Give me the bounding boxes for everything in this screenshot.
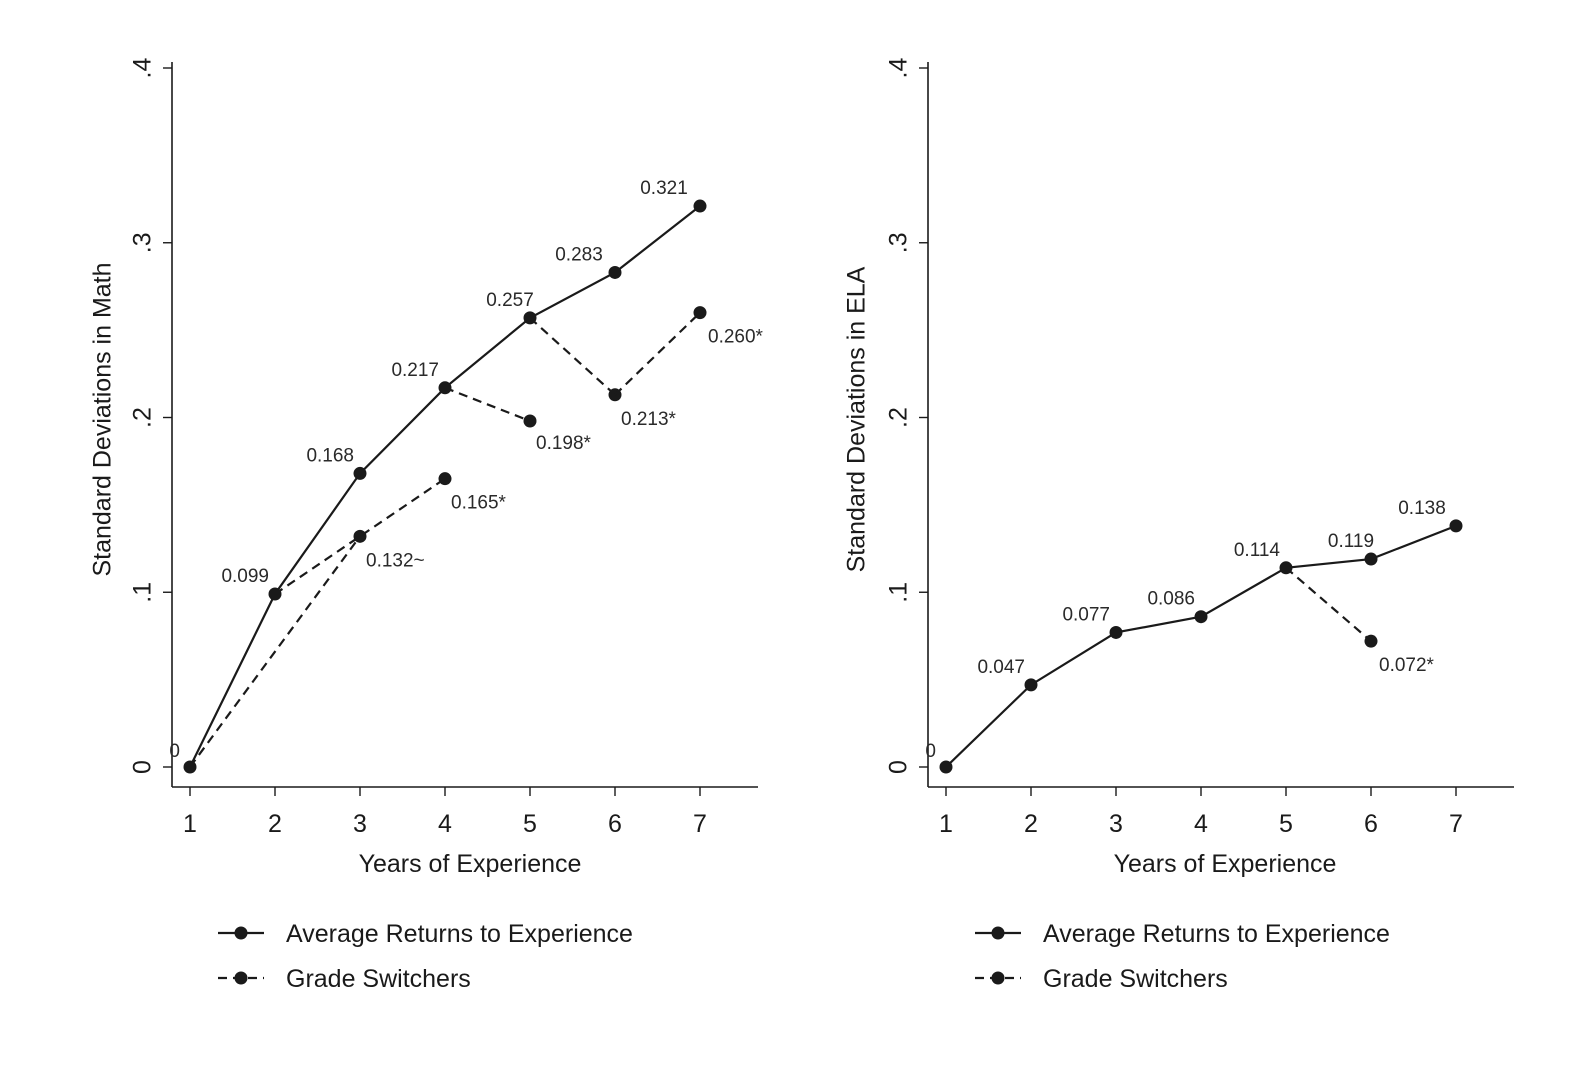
grade-switchers-data-label: 0.260* [708,327,764,348]
x-axis-title: Years of Experience [1114,850,1337,878]
y-axis-title: Standard Deviations in ELA [843,266,871,572]
legend-average-label: Average Returns to Experience [286,920,633,948]
average-returns-point [1109,625,1123,639]
grade-switchers-segment [274,477,446,595]
average-returns-data-label: 0.283 [555,244,603,265]
y-tick-label: .4 [885,57,913,78]
x-tick-label: 2 [1024,810,1038,838]
average-returns-point [1279,561,1293,575]
average-returns-data-label: 0.047 [977,657,1025,678]
grade-switchers-segment [189,535,361,768]
average-returns-point [1364,552,1378,566]
x-tick-label: 3 [1109,810,1123,838]
y-tick-label: .1 [885,582,913,603]
grade-switchers-data-label: 0.132~ [366,550,425,571]
grade-switchers-data-label: 0.198* [536,433,592,454]
x-tick-label: 7 [693,810,707,838]
average-returns-line [945,524,1457,768]
average-returns-data-label: 0 [169,741,180,762]
average-returns-point [268,587,282,601]
grade-switchers-segment [1285,566,1372,643]
x-tick-label: 2 [268,810,282,838]
average-returns-data-label: 0.217 [391,360,439,381]
x-axis-title: Years of Experience [359,850,582,878]
y-tick-label: .3 [885,232,913,253]
average-returns-data-label: 0.168 [306,445,354,466]
average-returns-data-label: 0.257 [486,290,534,311]
legend-switchers-label: Grade Switchers [1043,965,1228,993]
average-returns-point [438,381,452,395]
y-tick-label: 0 [129,760,157,774]
grade-switchers-point [438,472,452,486]
legend-switchers-marker [234,971,248,985]
average-returns-data-label: 0.114 [1234,540,1281,561]
average-returns-point [693,199,707,213]
x-tick-label: 6 [1364,810,1378,838]
average-returns-data-label: 0.099 [221,566,269,587]
x-tick-label: 3 [353,810,367,838]
grade-switchers-data-label: 0.213* [621,409,677,430]
grade-switchers-point [523,414,537,428]
y-tick-label: 0 [885,760,913,774]
legend-average-marker [991,926,1005,940]
average-returns-line [189,205,701,768]
legend-average-marker [234,926,248,940]
average-returns-point [939,760,953,774]
average-returns-point [183,760,197,774]
grade-switchers-point [353,529,367,543]
average-returns-data-label: 0.077 [1062,604,1110,625]
x-tick-label: 1 [183,810,197,838]
y-tick-label: .2 [129,407,157,428]
average-returns-data-label: 0.138 [1398,498,1446,519]
grade-switchers-segment [444,386,531,423]
average-returns-data-label: 0 [925,741,936,762]
average-returns-data-label: 0.086 [1147,589,1195,610]
y-axis-title: Standard Deviations in Math [89,262,117,576]
grade-switchers-segment [614,311,701,396]
average-returns-point [523,311,537,325]
grade-switchers-point [1364,634,1378,648]
average-returns-point [353,466,367,480]
ela-panel: 0 .1 .2 .3 .4 1 2 3 4 5 6 7 Standard Deviations in E… [843,57,1514,993]
x-tick-label: 7 [1449,810,1463,838]
x-tick-label: 5 [1279,810,1293,838]
grade-switchers-data-label: 0.072* [1379,655,1435,676]
average-returns-point [1449,519,1463,533]
legend-switchers-marker [991,971,1005,985]
grade-switchers-segment [529,317,616,396]
legend-switchers-label: Grade Switchers [286,965,471,993]
grade-switchers-data-label: 0.165* [451,493,507,514]
average-returns-point [608,265,622,279]
y-tick-label: .3 [129,232,157,253]
x-tick-label: 6 [608,810,622,838]
legend-average-label: Average Returns to Experience [1043,920,1390,948]
average-returns-point [1024,678,1038,692]
average-returns-point [1194,610,1208,624]
math-panel: 0 .1 .2 .3 .4 1 2 3 4 5 6 7 Standard Deviations in M… [89,57,764,993]
grade-switchers-point [693,306,707,320]
average-returns-data-label: 0.321 [640,178,688,199]
x-tick-label: 5 [523,810,537,838]
x-tick-label: 1 [939,810,953,838]
y-tick-label: .1 [129,582,157,603]
y-tick-label: .2 [885,407,913,428]
average-returns-data-label: 0.119 [1328,531,1374,552]
y-tick-label: .4 [129,57,157,78]
x-tick-label: 4 [1194,810,1208,838]
x-tick-label: 4 [438,810,452,838]
